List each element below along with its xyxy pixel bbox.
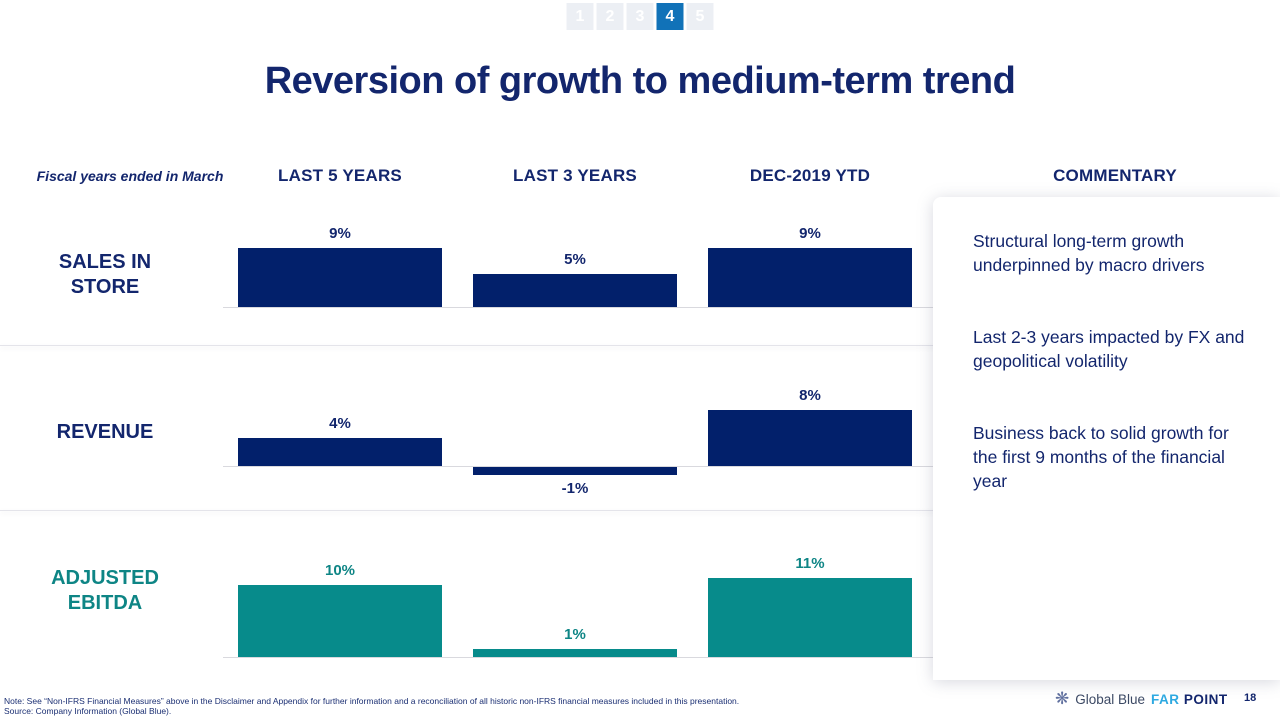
slide-title: Reversion of growth to medium-term trend xyxy=(264,60,1016,102)
row-label-line: STORE xyxy=(70,276,140,298)
row-divider xyxy=(0,510,1280,511)
bar-value-label-revenue-dec-2019-ytd: 8% xyxy=(799,387,821,404)
column-header-commentary: COMMENTARY xyxy=(1053,166,1177,185)
row-divider xyxy=(0,345,1280,346)
row-label-sales-in-store: SALES IN STORE xyxy=(0,250,210,300)
row-label-line: SALES IN xyxy=(58,251,152,273)
bar-value-label-sales-in-store-last-3-years: 5% xyxy=(564,251,586,268)
global-blue-farpoint-logo: ❋ Global Blue FAR POINT xyxy=(1055,689,1228,709)
bar-sales-in-store-dec-2019-ytd xyxy=(708,248,912,307)
column-header-last-3-years: LAST 3 YEARS xyxy=(513,166,637,185)
bar-sales-in-store-last-3-years xyxy=(473,274,677,307)
commentary-paragraph: Last 2-3 years impacted by FX and geopol… xyxy=(973,327,1245,371)
footnote-note: Note: See “Non-IFRS Financial Measures” … xyxy=(4,696,740,706)
row-label-adjusted-ebitda: ADJUSTED EBITDA xyxy=(0,566,210,616)
bar-value-label-adjusted-ebitda-dec-2019-ytd: 11% xyxy=(795,555,825,572)
fiscal-years-note: Fiscal years ended in March xyxy=(36,168,224,184)
logo-point-text: POINT xyxy=(1183,691,1228,707)
slide-nav-4[interactable]: 4 xyxy=(656,3,684,30)
bar-adjusted-ebitda-dec-2019-ytd xyxy=(708,578,912,657)
slide-nav-1[interactable]: 1 xyxy=(566,3,594,30)
logo-farpoint-text: FAR POINT xyxy=(1151,692,1228,707)
slide-nav-5[interactable]: 5 xyxy=(686,3,714,30)
bar-revenue-last-3-years xyxy=(473,467,677,475)
bar-value-label-revenue-last-5-years: 4% xyxy=(329,415,351,432)
bar-adjusted-ebitda-last-3-years xyxy=(473,649,677,657)
row-label-revenue: REVENUE xyxy=(0,420,210,445)
starburst-icon: ❋ xyxy=(1055,689,1070,708)
axis-baseline xyxy=(223,307,935,308)
bar-revenue-last-5-years xyxy=(238,438,442,466)
logo-far-text: FAR xyxy=(1151,691,1180,707)
bar-value-label-sales-in-store-dec-2019-ytd: 9% xyxy=(799,225,821,242)
column-header-dec-2019-ytd: DEC-2019 YTD xyxy=(749,166,871,185)
bar-sales-in-store-last-5-years xyxy=(238,248,442,307)
bar-value-label-revenue-last-3-years: -1% xyxy=(561,480,589,497)
row-label-line: EBITDA xyxy=(67,592,143,614)
bar-value-label-sales-in-store-last-5-years: 9% xyxy=(329,225,351,242)
logo-global-blue-text: Global Blue xyxy=(1075,691,1146,707)
row-label-line: REVENUE xyxy=(56,421,154,443)
bar-adjusted-ebitda-last-5-years xyxy=(238,585,442,657)
bar-value-label-adjusted-ebitda-last-5-years: 10% xyxy=(324,562,356,579)
bar-revenue-dec-2019-ytd xyxy=(708,410,912,466)
commentary-paragraph: Business back to solid growth for the fi… xyxy=(973,423,1229,491)
slide-nav-3[interactable]: 3 xyxy=(626,3,654,30)
row-label-line: ADJUSTED xyxy=(51,567,159,589)
commentary-paragraph: Structural long-term growth underpinned … xyxy=(973,231,1205,275)
commentary-card: Structural long-term growth underpinned … xyxy=(933,197,1280,680)
page-number: 18 xyxy=(1244,692,1257,704)
slide-nav-2[interactable]: 2 xyxy=(596,3,624,30)
column-header-last-5-years: LAST 5 YEARS xyxy=(278,166,402,185)
axis-baseline xyxy=(223,657,935,658)
axis-baseline xyxy=(223,466,935,467)
footnote-source: Source: Company Information (Global Blue… xyxy=(4,706,172,716)
bar-value-label-adjusted-ebitda-last-3-years: 1% xyxy=(564,626,586,643)
